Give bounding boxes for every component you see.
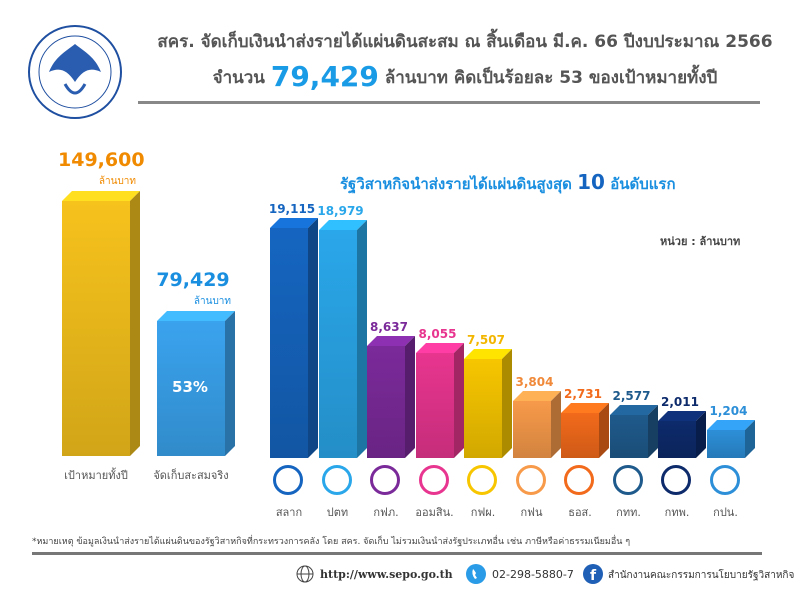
website-link[interactable]: http://www.sepo.go.th xyxy=(320,568,453,581)
company-logo-icon xyxy=(612,465,643,495)
phone-icon xyxy=(466,564,486,584)
bar-0 xyxy=(270,218,318,458)
category-label: ธอส. xyxy=(568,506,592,519)
category-label: สลาก xyxy=(275,506,303,519)
category-label: กปน. xyxy=(713,506,738,519)
bar-value-label: 2,011 xyxy=(661,395,699,410)
category-label: กทพ. xyxy=(664,506,690,519)
bar-value-label: 7,507 xyxy=(467,333,505,348)
title-line2: จำนวน 79,429 ล้านบาท คิดเป็นร้อยละ 53 ขอ… xyxy=(130,60,800,93)
title-suffix: อันดับแรก xyxy=(610,175,676,193)
bar-value-label: 1,204 xyxy=(709,404,748,419)
bar-0 xyxy=(62,191,140,456)
bar-6 xyxy=(561,403,609,458)
bar-9 xyxy=(706,420,755,458)
suffix: ล้านบาท คิดเป็นร้อยละ 53 ของเป้าหมายทั้ง… xyxy=(384,68,718,88)
facebook-link[interactable]: สำนักงานคณะกรรมการนโยบายรัฐวิสาหกิจ xyxy=(608,570,795,581)
footer-divider xyxy=(32,552,762,555)
category-label: กฟน xyxy=(520,506,543,519)
percent-label: 53% xyxy=(172,378,208,396)
bar-value-label: 8,055 xyxy=(418,326,457,341)
bar-value-label: 149,600 xyxy=(58,149,145,171)
unit-label: ล้านบาท xyxy=(98,176,136,187)
title-line1: สคร. จัดเก็บเงินนำส่งรายได้แผ่นดินสะสม ณ… xyxy=(157,32,773,52)
company-logo-icon xyxy=(273,465,303,495)
unit-label: หน่วย : ล้านบาท xyxy=(660,235,741,248)
category-label: ปตท xyxy=(326,506,349,519)
top10-title: รัฐวิสาหกิจนำส่งรายได้แผ่นดินสูงสุด 10 อ… xyxy=(340,170,676,196)
category-label: เป้าหมายทั้งปี xyxy=(64,469,128,482)
phone-number: 02-298-5880-7 xyxy=(492,568,574,581)
prefix: จำนวน xyxy=(212,68,265,88)
facebook-icon[interactable]: f xyxy=(583,564,603,584)
title-num: 10 xyxy=(577,170,605,194)
bar-value-label: 2,731 xyxy=(564,387,602,402)
category-label: จัดเก็บสะสมจริง xyxy=(153,469,229,482)
category-label: กทท. xyxy=(616,506,641,519)
bar-value-label: 19,115 xyxy=(268,202,316,216)
bar-value-label: 2,577 xyxy=(612,388,651,403)
company-logo-icon xyxy=(661,465,691,495)
total-amount: 79,429 xyxy=(270,60,379,93)
bar-value-label: 18,979 xyxy=(317,203,364,218)
bar-1 xyxy=(157,310,235,456)
company-logo-icon xyxy=(418,465,449,495)
bar-value-label: 3,804 xyxy=(515,375,554,389)
bar-3 xyxy=(415,342,464,458)
footnote: *หมายเหตุ ข้อมูลเงินนำส่งรายได้แผ่นดินขอ… xyxy=(32,537,631,547)
category-label: กฟภ. xyxy=(373,506,399,519)
bar-8 xyxy=(658,411,706,458)
company-logo-icon xyxy=(515,465,546,495)
bar-5 xyxy=(512,391,561,458)
svg-text:f: f xyxy=(590,568,597,584)
company-logo-icon xyxy=(564,465,594,495)
company-logo-icon xyxy=(370,465,400,495)
company-logo-icon xyxy=(467,465,497,495)
bar-2 xyxy=(367,336,415,458)
bar-value-label: 79,429 xyxy=(156,268,230,291)
divider xyxy=(138,101,760,104)
bar-7 xyxy=(609,404,658,458)
title-prefix: รัฐวิสาหกิจนำส่งรายได้แผ่นดินสูงสุด xyxy=(340,175,572,193)
bar-1 xyxy=(318,219,367,458)
sepo-logo xyxy=(28,25,122,119)
globe-icon xyxy=(296,565,314,583)
unit-label: ล้านบาท xyxy=(193,295,231,307)
bar-value-label: 8,637 xyxy=(370,320,408,335)
category-label: ออมสิน. xyxy=(415,506,454,519)
category-label: กฟผ. xyxy=(470,506,496,519)
company-logo-icon xyxy=(709,465,740,495)
bar-4 xyxy=(464,349,512,458)
company-logo-icon xyxy=(321,465,352,495)
